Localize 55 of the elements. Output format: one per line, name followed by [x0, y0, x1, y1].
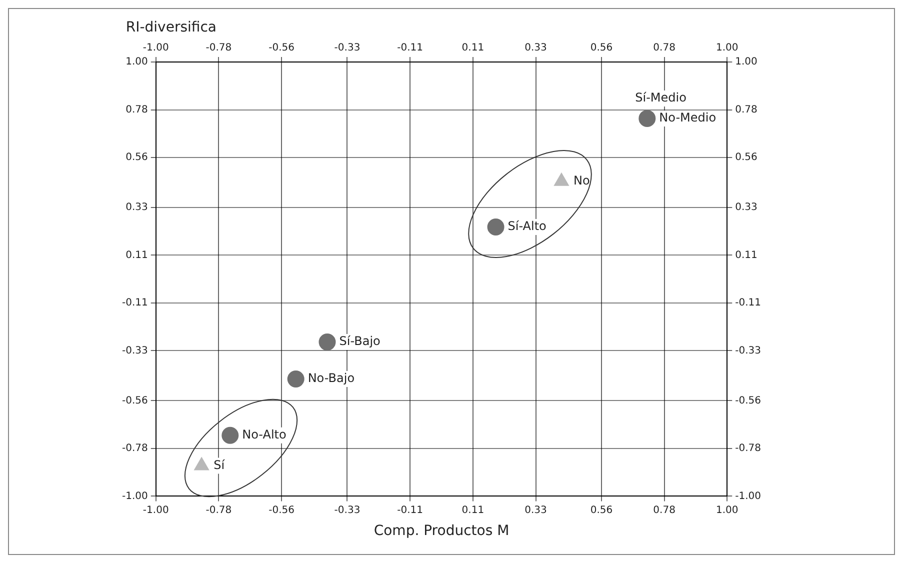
x2-tick-label: 0.33 — [524, 504, 547, 516]
x2-tick-label: -0.33 — [334, 504, 360, 516]
y2-tick-label: 0.33 — [735, 202, 758, 214]
annotation: No — [573, 174, 590, 188]
y-axis-title: RI-diversifica — [126, 20, 216, 36]
annotation: No-Bajo — [308, 371, 355, 386]
y-tick-label: -0.11 — [122, 298, 148, 309]
x-tick-label: 0.33 — [524, 42, 547, 54]
y2-tick-label: -0.56 — [735, 395, 761, 406]
y-tick-label: -0.33 — [122, 345, 148, 356]
x-tick-label: 0.11 — [462, 42, 484, 54]
y2-tick-label: -0.78 — [735, 443, 761, 454]
x-axis-title: Comp. Productos M — [374, 523, 510, 540]
y2-tick-label: 0.78 — [735, 104, 758, 116]
y2-tick-label: 0.56 — [735, 152, 758, 164]
y-tick-label: 0.56 — [126, 152, 148, 164]
x-tick-label: -0.33 — [334, 42, 360, 54]
point — [287, 370, 304, 388]
annotation: No-Medio — [659, 110, 716, 125]
x2-tick-label: 1.00 — [716, 504, 738, 516]
y2-tick-label: -0.11 — [735, 298, 761, 309]
y-tick-label: -0.56 — [122, 395, 148, 406]
x-tick-label: -0.56 — [268, 42, 294, 54]
x2-tick-label: 0.11 — [462, 504, 484, 516]
annotation: No-Alto — [242, 428, 286, 442]
annotation: Sí — [214, 458, 226, 472]
y-tick-label: 0.78 — [126, 104, 148, 116]
x2-tick-label: 0.56 — [590, 504, 613, 516]
y-tick-label: 0.11 — [126, 250, 148, 261]
point — [318, 334, 336, 351]
x2-tick-label: -1.00 — [142, 504, 169, 516]
x-tick-label: -1.00 — [142, 42, 169, 54]
x2-tick-label: -0.78 — [206, 504, 232, 516]
x2-tick-label: -0.56 — [268, 504, 294, 516]
x-tick-label: -0.11 — [397, 42, 424, 54]
point — [638, 110, 656, 127]
x2-tick-label: 0.78 — [653, 504, 676, 516]
x-tick-label: 0.78 — [653, 42, 676, 54]
annotation: Sí-Medio — [635, 90, 686, 105]
y-tick-label: 1.00 — [126, 56, 148, 68]
point — [222, 426, 239, 444]
y-tick-label: -1.00 — [122, 490, 148, 502]
y2-tick-label: -0.33 — [735, 345, 761, 356]
y2-tick-label: 1.00 — [735, 56, 758, 68]
y2-tick-label: -1.00 — [735, 490, 761, 502]
y-tick-label: -0.78 — [122, 443, 148, 454]
x2-tick-label: -0.11 — [397, 504, 424, 516]
y-tick-label: 0.33 — [126, 202, 148, 214]
point — [487, 218, 504, 236]
annotation: Sí-Alto — [508, 219, 546, 234]
y2-tick-label: 0.11 — [735, 250, 758, 261]
x-tick-label: -0.78 — [206, 42, 232, 54]
annotation: Sí-Bajo — [339, 334, 380, 348]
x-tick-label: 1.00 — [716, 42, 738, 54]
x-tick-label: 0.56 — [590, 42, 613, 54]
